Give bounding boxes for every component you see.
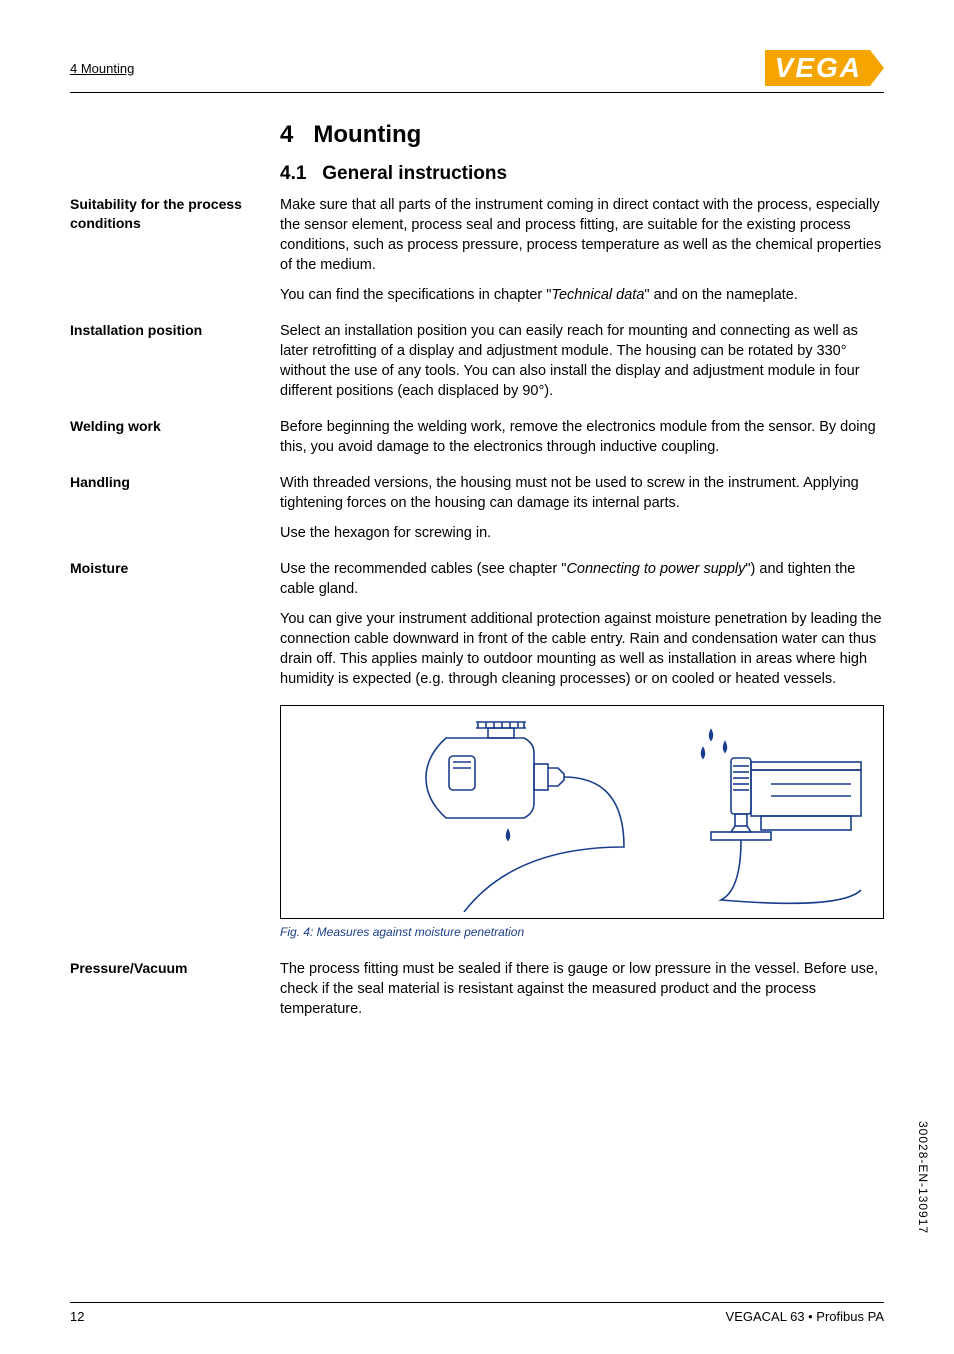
figure-box <box>280 705 884 919</box>
section-heading: 4.1 General instructions <box>280 163 884 185</box>
label-suitability: Suitability for the process conditions <box>70 195 280 233</box>
label-installation: Installation position <box>70 321 280 340</box>
page-footer: 12 VEGACAL 63 • Profibus PA <box>70 1302 884 1324</box>
moisture-diagram <box>291 712 871 912</box>
vega-logo: VEGA <box>765 50 884 86</box>
label-welding: Welding work <box>70 417 280 436</box>
para: With threaded versions, the housing must… <box>280 473 884 513</box>
block-handling: Handling With threaded versions, the hou… <box>70 473 884 543</box>
header-section: 4 Mounting <box>70 61 134 76</box>
label-moisture: Moisture <box>70 559 280 578</box>
body-moisture: Use the recommended cables (see chapter … <box>280 559 884 689</box>
para: Use the recommended cables (see chapter … <box>280 559 884 599</box>
para: Select an installation position you can … <box>280 321 884 401</box>
logo-text: VEGA <box>765 50 870 86</box>
chapter-title: Mounting <box>313 121 421 148</box>
para: Before beginning the welding work, remov… <box>280 417 884 457</box>
block-moisture: Moisture Use the recommended cables (see… <box>70 559 884 689</box>
body-handling: With threaded versions, the housing must… <box>280 473 884 543</box>
doc-code: 30028-EN-130917 <box>916 1121 930 1234</box>
body-suitability: Make sure that all parts of the instrume… <box>280 195 884 305</box>
block-installation: Installation position Select an installa… <box>70 321 884 401</box>
chapter-heading: 4 Mounting <box>280 121 884 149</box>
logo-triangle-icon <box>870 50 884 86</box>
page-header: 4 Mounting VEGA <box>70 50 884 93</box>
para: The process fitting must be sealed if th… <box>280 959 884 1019</box>
label-pressure: Pressure/Vacuum <box>70 959 280 978</box>
chapter-number: 4 <box>280 121 293 148</box>
para: You can give your instrument additional … <box>280 609 884 689</box>
section-number: 4.1 <box>280 163 306 184</box>
label-handling: Handling <box>70 473 280 492</box>
body-pressure: The process fitting must be sealed if th… <box>280 959 884 1019</box>
block-pressure: Pressure/Vacuum The process fitting must… <box>70 959 884 1019</box>
figure-caption: Fig. 4: Measures against moisture penetr… <box>280 925 884 939</box>
para: Use the hexagon for screwing in. <box>280 523 884 543</box>
para: Make sure that all parts of the instrume… <box>280 195 884 275</box>
body-welding: Before beginning the welding work, remov… <box>280 417 884 457</box>
para: You can find the specifications in chapt… <box>280 285 884 305</box>
section-title: General instructions <box>322 163 507 184</box>
block-suitability: Suitability for the process conditions M… <box>70 195 884 305</box>
page-number: 12 <box>70 1309 84 1324</box>
product-name: VEGACAL 63 • Profibus PA <box>726 1309 884 1324</box>
block-welding: Welding work Before beginning the weldin… <box>70 417 884 457</box>
body-installation: Select an installation position you can … <box>280 321 884 401</box>
